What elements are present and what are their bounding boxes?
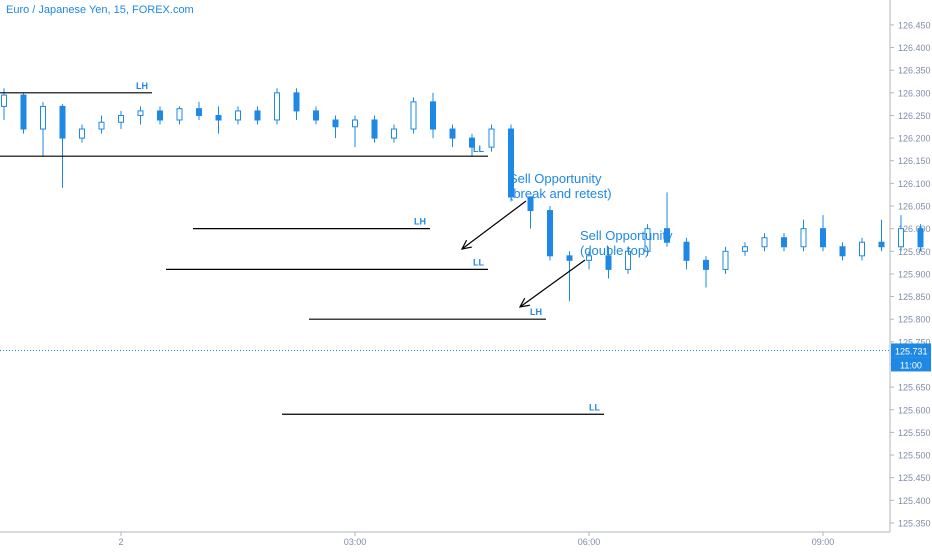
candle-down (781, 237, 787, 248)
candle-down (430, 101, 436, 130)
annotation-line: (double top) (580, 243, 650, 258)
y-tick-label: 125.600 (898, 405, 931, 415)
y-tick-label: 125.750 (898, 337, 931, 347)
ll-line-3-label: LL (589, 402, 600, 412)
candle-down (59, 105, 66, 139)
candle-down (293, 92, 300, 112)
y-tick-label: 125.800 (898, 315, 931, 325)
arrow-double-top (519, 259, 586, 308)
candle-down (313, 110, 319, 121)
x-tick-label: 03:00 (344, 537, 367, 547)
candle-down (703, 259, 709, 270)
candle-down (332, 119, 339, 128)
candle-up (40, 105, 46, 130)
candle-up (235, 110, 241, 121)
candle-down (20, 94, 27, 130)
candle-up (137, 110, 144, 116)
candle-up (800, 228, 807, 248)
lh-line-2-label: LH (414, 217, 426, 227)
y-tick-label: 126.150 (898, 156, 931, 166)
y-tick-label: 126.400 (898, 43, 931, 53)
y-tick-label: 126.250 (898, 111, 931, 121)
candle-up (176, 108, 183, 121)
candle-up (118, 114, 124, 123)
candle-up (79, 128, 85, 139)
annotation-line: (break and retest) (509, 186, 612, 201)
arrow-double-top-head (518, 297, 530, 308)
candle-up (742, 246, 748, 252)
lh-line-3-label: LH (530, 307, 542, 317)
candle-down (683, 241, 690, 261)
annotation-line: Sell Opportunity (509, 171, 602, 186)
y-tick-label: 126.350 (898, 66, 931, 76)
arrow-break-retest-head (460, 239, 472, 250)
candle-down (371, 119, 378, 139)
candle-up (761, 237, 768, 248)
last-price-time: 11:00 (900, 360, 922, 370)
candle-down (820, 228, 826, 248)
candle-down (254, 110, 261, 121)
y-tick-label: 126.000 (898, 224, 931, 234)
candle-down (215, 114, 222, 121)
candle-down (878, 241, 885, 248)
ll-line-1-label: LL (473, 144, 484, 154)
candle-up (644, 228, 651, 252)
candle-up (410, 101, 417, 130)
y-tick-label: 126.450 (898, 20, 931, 30)
candle-down (917, 228, 924, 248)
ll-line-2-label: LL (473, 257, 484, 267)
candle-up (352, 119, 358, 128)
x-tick-label: 2 (118, 537, 123, 547)
candle-up (859, 241, 865, 257)
annotation-break-retest: Sell Opportunity (break and retest) (509, 171, 612, 201)
y-tick-label: 125.550 (898, 428, 931, 438)
y-tick-label: 125.450 (898, 473, 931, 483)
y-tick-label: 126.200 (898, 134, 931, 144)
x-tick-label: 09:00 (812, 537, 835, 547)
candle-down (605, 255, 612, 270)
y-tick-label: 125.500 (898, 451, 931, 461)
candle-up (274, 92, 280, 121)
candle-up (898, 228, 904, 248)
chart-title: Euro / Japanese Yen, 15, FOREX.com (6, 4, 194, 16)
y-tick-label: 125.350 (898, 518, 931, 528)
candle-down (547, 210, 553, 257)
y-tick-label: 125.900 (898, 269, 931, 279)
candle-down (157, 110, 163, 121)
x-tick-label: 06:00 (578, 537, 601, 547)
last-price-value: 125.731 (895, 346, 928, 356)
y-tick-label: 125.950 (898, 247, 931, 257)
candle-down (469, 137, 475, 148)
y-tick-label: 125.400 (898, 496, 931, 506)
candle-up (625, 250, 631, 270)
candle-down (527, 196, 534, 212)
candle-up (586, 255, 592, 261)
y-tick-label: 126.050 (898, 202, 931, 212)
candle-down (566, 255, 573, 261)
y-tick-label: 126.100 (898, 179, 931, 189)
last-price-badge (891, 343, 931, 358)
y-tick-label: 125.850 (898, 292, 931, 302)
last-time-badge (891, 357, 931, 372)
lh-line-1-label: LH (136, 81, 148, 91)
candle-down (196, 108, 202, 116)
y-tick-label: 125.650 (898, 383, 931, 393)
annotation-double-top: Sell Opportunity (double top) (580, 228, 673, 258)
y-tick-label: 126.300 (898, 88, 931, 98)
candle-up (722, 250, 729, 270)
candle-up (1, 94, 7, 107)
candle-up (488, 128, 495, 148)
candle-down (449, 128, 456, 139)
arrow-break-retest (461, 200, 527, 250)
candle-up (98, 121, 105, 130)
candle-down (508, 128, 514, 198)
candle-down (839, 246, 846, 257)
annotation-line: Sell Opportunity (580, 228, 673, 243)
candle-down (664, 228, 670, 243)
candle-up (391, 128, 397, 139)
